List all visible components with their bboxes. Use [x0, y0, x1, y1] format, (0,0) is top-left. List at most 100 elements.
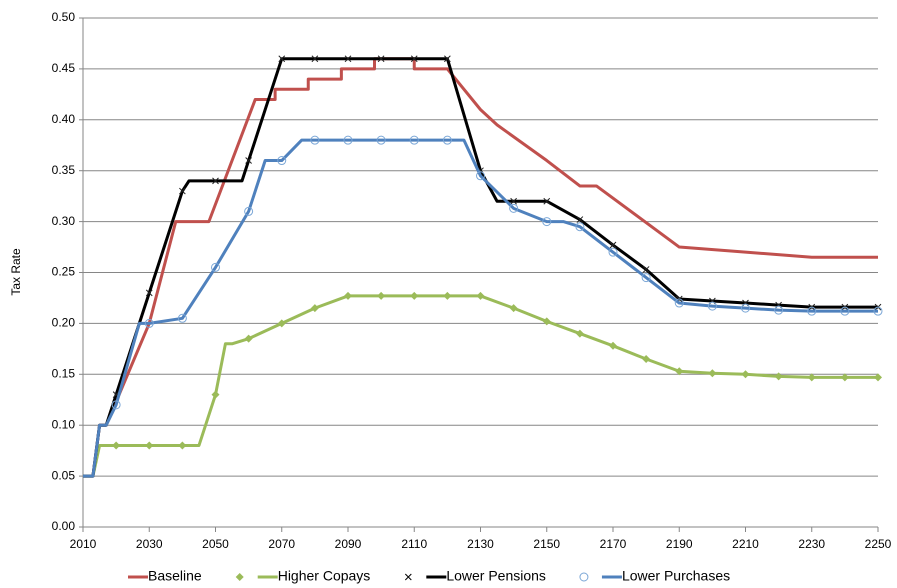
marker — [211, 390, 220, 399]
y-tick-label: 0.35 — [52, 163, 76, 177]
marker — [840, 306, 850, 316]
x-tick-label: 2250 — [865, 537, 892, 551]
marker — [310, 135, 320, 145]
legend-label: Baseline — [148, 568, 202, 584]
marker — [178, 441, 187, 450]
legend-label: Higher Copays — [278, 568, 371, 584]
y-tick-label: 0.10 — [52, 417, 76, 431]
marker — [575, 329, 584, 338]
marker — [874, 373, 882, 382]
marker — [410, 291, 419, 300]
marker — [344, 55, 352, 63]
marker — [111, 400, 121, 410]
x-tick-label: 2210 — [732, 537, 759, 551]
marker — [608, 247, 618, 257]
x-tick-label: 2050 — [202, 537, 229, 551]
y-tick-label: 0.30 — [52, 214, 76, 228]
marker — [675, 367, 684, 376]
marker — [741, 303, 750, 313]
marker — [807, 373, 816, 382]
y-tick-label: 0.20 — [52, 316, 76, 330]
marker — [774, 372, 783, 381]
marker — [444, 55, 451, 63]
series-line — [83, 138, 878, 478]
legend-marker — [579, 572, 589, 582]
x-tick-label: 2150 — [533, 537, 560, 551]
x-tick-label: 2190 — [666, 537, 693, 551]
x-tick-label: 2230 — [798, 537, 825, 551]
marker — [409, 135, 419, 145]
marker — [245, 157, 252, 164]
x-tick-label: 2170 — [600, 537, 627, 551]
marker — [609, 341, 617, 350]
marker — [542, 317, 551, 326]
marker — [177, 313, 187, 323]
y-tick-label: 0.00 — [52, 519, 76, 533]
marker — [609, 241, 617, 249]
marker — [145, 441, 154, 450]
marker — [774, 305, 784, 315]
marker — [145, 289, 153, 297]
marker — [410, 55, 418, 63]
marker — [376, 135, 386, 145]
y-tick-label: 0.40 — [52, 112, 76, 126]
y-tick-label: 0.45 — [52, 61, 76, 75]
marker — [244, 334, 253, 343]
x-tick-label: 2110 — [401, 537, 427, 551]
marker — [641, 273, 651, 283]
marker — [642, 266, 650, 273]
marker — [344, 291, 352, 300]
marker — [543, 197, 551, 205]
legend-label: Lower Pensions — [446, 568, 546, 584]
x-tick-label: 2030 — [136, 537, 163, 551]
marker — [873, 306, 883, 316]
legend-marker — [404, 573, 412, 581]
legend-label: Lower Purchases — [622, 568, 730, 584]
y-tick-label: 0.50 — [52, 10, 76, 24]
marker — [575, 222, 585, 232]
marker — [509, 203, 519, 213]
marker — [509, 304, 518, 313]
marker — [212, 177, 219, 185]
y-axis-title: Tax Rate — [9, 248, 23, 296]
marker — [144, 318, 154, 328]
marker — [542, 217, 552, 227]
marker — [277, 156, 287, 166]
marker — [377, 55, 385, 63]
x-tick-label: 2090 — [335, 537, 362, 551]
marker — [807, 306, 817, 316]
marker — [510, 197, 517, 205]
marker — [278, 55, 286, 63]
marker — [343, 135, 353, 145]
marker — [311, 55, 319, 63]
marker — [277, 319, 286, 328]
series-line — [83, 57, 878, 478]
marker — [377, 291, 386, 300]
marker — [476, 291, 485, 300]
y-tick-label: 0.25 — [52, 265, 76, 279]
series-line — [83, 57, 878, 478]
legend-marker — [235, 573, 244, 581]
marker — [244, 206, 254, 216]
x-tick-label: 2070 — [268, 537, 295, 551]
marker — [211, 262, 220, 272]
marker — [442, 135, 452, 145]
marker — [112, 441, 121, 450]
y-tick-label: 0.05 — [52, 468, 76, 482]
x-tick-label: 2130 — [467, 537, 494, 551]
marker — [476, 171, 485, 181]
y-tick-label: 0.15 — [52, 366, 76, 380]
marker — [179, 187, 186, 195]
marker — [642, 355, 651, 364]
marker — [708, 369, 717, 378]
marker — [707, 301, 717, 311]
marker — [741, 370, 750, 379]
marker — [443, 291, 452, 300]
x-tick-label: 2010 — [70, 537, 97, 551]
marker — [310, 304, 319, 313]
marker — [576, 216, 584, 223]
series-line — [83, 294, 878, 478]
marker — [840, 373, 849, 382]
